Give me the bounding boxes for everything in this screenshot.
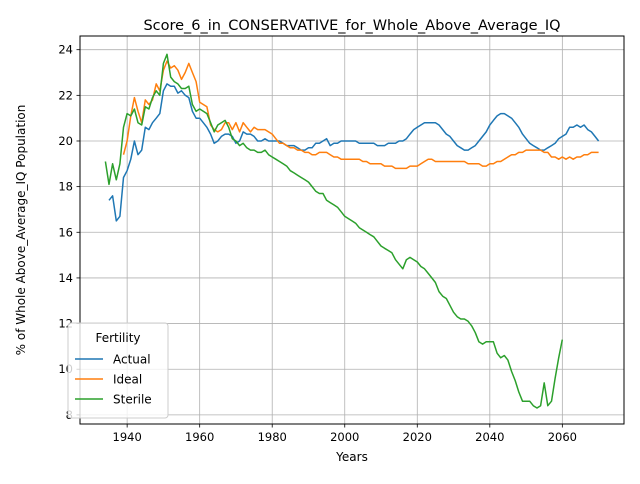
y-tick-label: 24 bbox=[58, 43, 73, 57]
chart-title: Score_6_in_CONSERVATIVE_for_Whole_Above_… bbox=[143, 18, 560, 34]
series-line-actual bbox=[108, 83, 600, 222]
axes-frame bbox=[79, 35, 625, 425]
legend-title: Fertility bbox=[95, 331, 140, 345]
series-lines bbox=[104, 53, 600, 409]
x-tick-label: 1940 bbox=[113, 430, 142, 444]
legend-label-actual: Actual bbox=[113, 353, 151, 367]
x-tick-label: 1960 bbox=[185, 430, 214, 444]
series-line-ideal bbox=[122, 60, 599, 170]
x-tick-label: 2000 bbox=[330, 430, 359, 444]
y-tick-label: 22 bbox=[58, 88, 73, 102]
x-tick-label: 1980 bbox=[258, 430, 287, 444]
legend-label-sterile: Sterile bbox=[113, 393, 152, 407]
legend: Fertility Actual Ideal Sterile bbox=[67, 322, 169, 419]
y-tick-label: 20 bbox=[58, 134, 73, 148]
x-axis-label: Years bbox=[335, 450, 368, 464]
x-tick-label: 2040 bbox=[475, 430, 504, 444]
legend-label-ideal: Ideal bbox=[113, 373, 142, 387]
legend-box bbox=[67, 322, 169, 419]
series-line-sterile bbox=[104, 53, 564, 409]
y-tick-label: 14 bbox=[58, 271, 73, 285]
y-tick-label: 16 bbox=[58, 225, 73, 239]
x-tick-label: 2060 bbox=[548, 430, 577, 444]
axis-ticks: 1940196019802000202020402060810121416182… bbox=[58, 43, 577, 444]
y-axis-label: % of Whole Above_Average_IQ Population bbox=[14, 105, 28, 356]
legend-entries: Actual Ideal Sterile bbox=[75, 353, 152, 407]
x-tick-label: 2020 bbox=[403, 430, 432, 444]
y-tick-label: 18 bbox=[58, 180, 73, 194]
